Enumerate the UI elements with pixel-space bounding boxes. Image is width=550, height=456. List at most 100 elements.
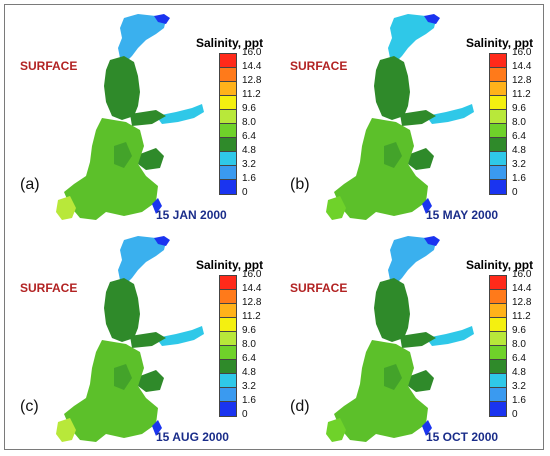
colorbar-swatch <box>220 402 236 416</box>
colorbar-tick-label: 16.0 <box>512 269 532 280</box>
danish-straits-tip <box>152 198 162 214</box>
panel-letter: (b) <box>290 176 310 193</box>
colorbar-swatch <box>220 166 236 180</box>
colorbar-tick-label: 9.6 <box>512 325 526 336</box>
colorbar-swatch <box>220 388 236 402</box>
colorbar-swatch <box>220 346 236 360</box>
main-basin-region <box>64 118 158 220</box>
map-panel: SURFACE (d) 15 OCT 2000 Salinity, ppt 16.0… <box>276 228 546 451</box>
layer-label: SURFACE <box>290 281 348 295</box>
gulf-of-finland-region <box>156 104 204 124</box>
colorbar-tick-label: 0 <box>242 409 248 420</box>
colorbar-tick-label: 0 <box>512 187 518 198</box>
colorbar-swatch <box>490 402 506 416</box>
colorbar-tick-label: 14.4 <box>512 61 532 72</box>
colorbar-swatch <box>490 96 506 110</box>
panel-letter: (a) <box>20 176 40 193</box>
colorbar-swatch <box>220 180 236 194</box>
colorbar-tick-label: 0 <box>242 187 248 198</box>
colorbar <box>489 275 507 417</box>
map-panel: SURFACE (c) 15 AUG 2000 Salinity, ppt 16.0… <box>6 228 276 451</box>
gulf-of-finland-region <box>156 326 204 346</box>
colorbar-swatch <box>490 332 506 346</box>
kattegat-region <box>56 418 76 442</box>
gulf-of-finland-inner <box>130 110 166 126</box>
date-label: 15 MAY 2000 <box>426 208 499 222</box>
colorbar-swatch <box>490 388 506 402</box>
layer-label: SURFACE <box>290 59 348 73</box>
bothnian-sea-region <box>374 278 410 342</box>
colorbar-tick-label: 12.8 <box>512 297 532 308</box>
main-basin-region <box>334 118 428 220</box>
colorbar-tick-label: 6.4 <box>512 353 526 364</box>
colorbar-tick-label: 1.6 <box>512 173 526 184</box>
danish-straits-tip <box>152 420 162 436</box>
gulf-of-riga-region <box>408 370 434 392</box>
gotland-deep-region <box>114 142 132 168</box>
colorbar-title: Salinity, ppt <box>466 258 534 272</box>
date-label: 15 OCT 2000 <box>426 430 499 444</box>
colorbar-swatch <box>220 96 236 110</box>
colorbar-tick-label: 3.2 <box>512 381 526 392</box>
colorbar-tick-label: 8.0 <box>512 117 526 128</box>
baltic-sea-map <box>326 14 474 220</box>
colorbar-tick-label: 1.6 <box>242 173 256 184</box>
colorbar-tick-label: 8.0 <box>242 339 256 350</box>
colorbar-swatch <box>490 82 506 96</box>
kattegat-region <box>326 196 346 220</box>
gulf-of-riga-region <box>138 148 164 170</box>
colorbar-swatch <box>220 360 236 374</box>
gulf-of-finland-region <box>426 104 474 124</box>
danish-straits-tip <box>422 198 432 214</box>
map-panel: SURFACE (b) 15 MAY 2000 Salinity, ppt 16.0… <box>276 6 546 229</box>
colorbar-swatch <box>220 68 236 82</box>
gotland-deep-region <box>114 364 132 390</box>
colorbar <box>219 53 237 195</box>
bothnian-bay-region <box>118 236 166 284</box>
bothnian-bay-north-tip <box>154 236 170 246</box>
colorbar-tick-label: 6.4 <box>242 131 256 142</box>
colorbar <box>489 53 507 195</box>
colorbar-title: Salinity, ppt <box>196 258 264 272</box>
bothnian-sea-region <box>104 278 140 342</box>
colorbar-tick-label: 11.2 <box>242 311 261 322</box>
colorbar-tick-label: 11.2 <box>512 311 531 322</box>
colorbar-swatch <box>220 54 236 68</box>
colorbar-tick-label: 1.6 <box>242 395 256 406</box>
colorbar-tick-label: 1.6 <box>512 395 526 406</box>
colorbar-swatch <box>490 124 506 138</box>
gulf-of-finland-inner <box>400 332 436 348</box>
map-panel: SURFACE (a) 15 JAN 2000 Salinity, ppt 16.0… <box>6 6 276 229</box>
colorbar-tick-label: 14.4 <box>242 283 262 294</box>
panel-letter: (d) <box>290 398 310 415</box>
colorbar-tick-label: 12.8 <box>242 75 262 86</box>
colorbar-tick-label: 8.0 <box>242 117 256 128</box>
colorbar-swatch <box>220 304 236 318</box>
colorbar-swatch <box>490 152 506 166</box>
baltic-sea-map <box>326 236 474 442</box>
colorbar-tick-label: 14.4 <box>242 61 262 72</box>
colorbar-tick-label: 11.2 <box>512 89 531 100</box>
colorbar-swatch <box>220 290 236 304</box>
colorbar-swatch <box>220 318 236 332</box>
colorbar-tick-label: 12.8 <box>242 297 262 308</box>
colorbar-tick-label: 16.0 <box>242 269 262 280</box>
colorbar-swatch <box>220 110 236 124</box>
colorbar-tick-label: 16.0 <box>242 47 262 58</box>
bothnian-sea-region <box>374 56 410 120</box>
bothnian-sea-region <box>104 56 140 120</box>
colorbar-tick-label: 6.4 <box>242 353 256 364</box>
bothnian-bay-region <box>118 14 166 62</box>
colorbar-swatch <box>490 290 506 304</box>
date-label: 15 AUG 2000 <box>156 430 229 444</box>
colorbar-swatch <box>490 318 506 332</box>
colorbar-tick-label: 3.2 <box>512 159 526 170</box>
bothnian-bay-north-tip <box>154 14 170 24</box>
colorbar-swatch <box>220 276 236 290</box>
colorbar-title: Salinity, ppt <box>196 36 264 50</box>
colorbar-swatch <box>220 374 236 388</box>
baltic-sea-map <box>56 236 204 442</box>
colorbar-swatch <box>490 110 506 124</box>
colorbar-swatch <box>490 304 506 318</box>
gulf-of-riga-region <box>138 370 164 392</box>
